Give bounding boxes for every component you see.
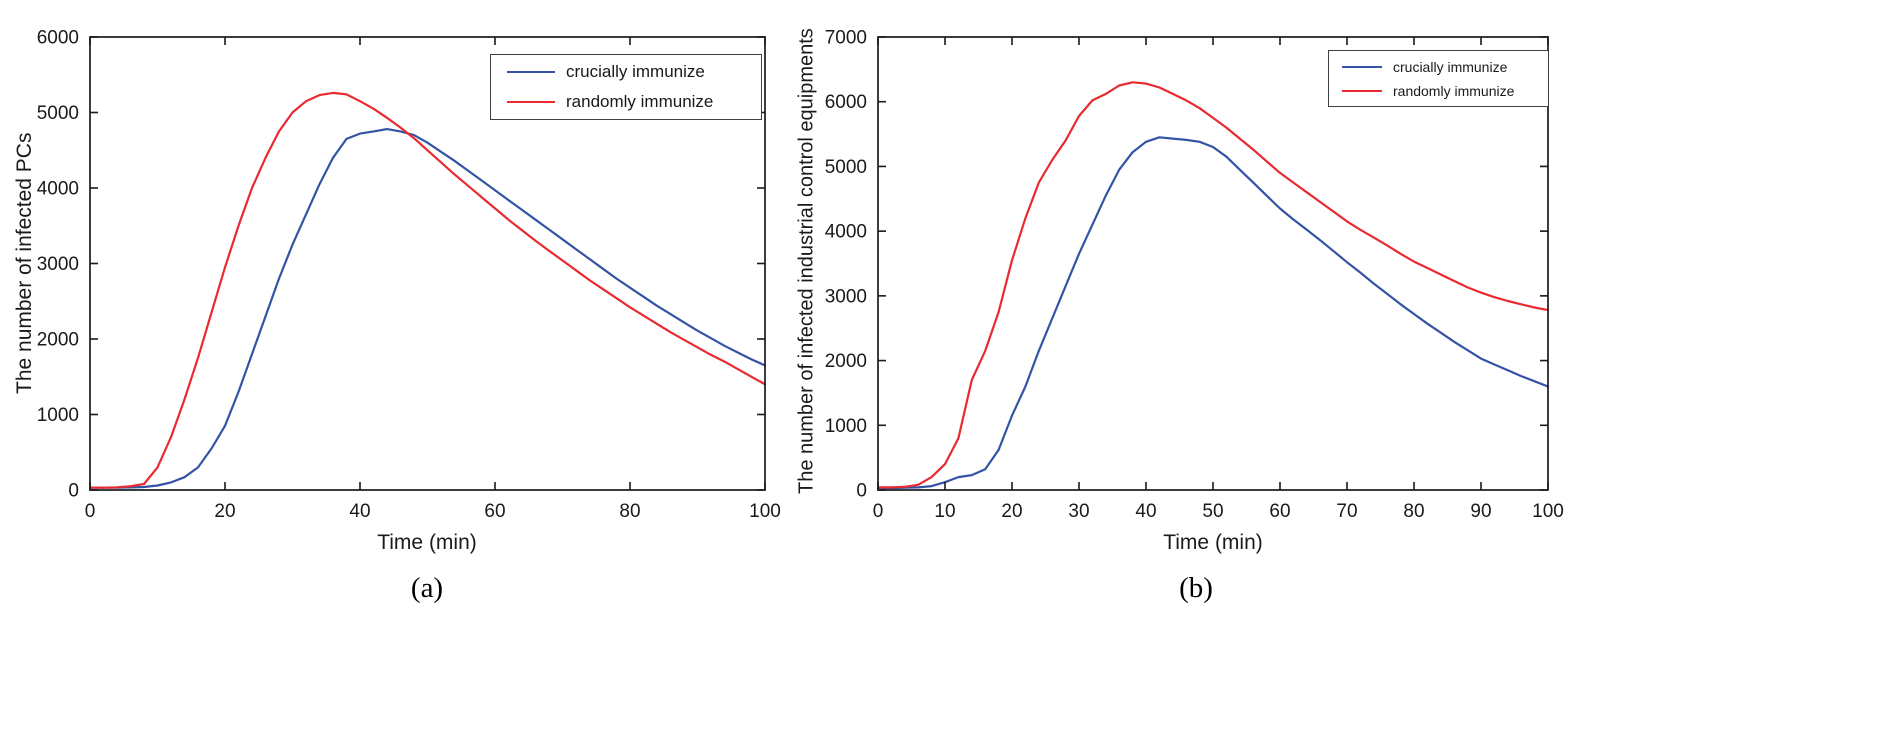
x-tick-label: 20 (1001, 501, 1022, 522)
y-tick-label: 6000 (825, 92, 867, 113)
series-line (88, 127, 767, 489)
x-axis-label-a: Time (min) (377, 531, 477, 554)
legend-a: crucially immunize randomly immunize (490, 54, 762, 120)
legend-line-swatch-red (507, 101, 555, 103)
x-tick-label: 30 (1068, 501, 1089, 522)
legend-label: randomly immunize (1393, 82, 1515, 99)
y-tick-label: 4000 (825, 222, 867, 243)
y-tick-label: 4000 (37, 179, 79, 200)
y-tick-label: 2000 (825, 351, 867, 372)
y-tick-label: 5000 (825, 157, 867, 178)
series-line (876, 81, 1550, 489)
x-tick-label: 20 (214, 501, 235, 522)
x-tick-label: 80 (1403, 501, 1424, 522)
y-tick-label: 1000 (37, 405, 79, 426)
y-tick-label: 3000 (825, 286, 867, 307)
x-tick-label: 0 (873, 501, 884, 522)
legend-line-swatch-blue (507, 71, 555, 73)
x-tick-label: 90 (1470, 501, 1491, 522)
x-tick-label: 60 (484, 501, 505, 522)
legend-label: crucially immunize (566, 62, 705, 81)
x-tick-label: 60 (1269, 501, 1290, 522)
legend-label: crucially immunize (1393, 58, 1508, 75)
caption-a: (a) (410, 572, 444, 604)
x-tick-label: 40 (349, 501, 370, 522)
x-tick-label: 50 (1202, 501, 1223, 522)
x-tick-label: 80 (619, 501, 640, 522)
x-tick-label: 10 (934, 501, 955, 522)
legend-item: crucially immunize (507, 62, 761, 82)
y-tick-label: 3000 (37, 254, 79, 275)
y-tick-label: 6000 (37, 28, 79, 49)
plot-area-b: 0 10 20 30 40 50 60 70 80 90 100010002000300040005… (825, 28, 1564, 523)
x-tick-label: 100 (1532, 501, 1564, 522)
x-axis-label-b: Time (min) (1163, 531, 1263, 554)
y-tick-label: 2000 (37, 330, 79, 351)
series-line (876, 136, 1550, 490)
x-tick-label: 40 (1135, 501, 1156, 522)
legend-b: crucially immunize randomly immunize (1328, 50, 1549, 107)
y-tick-label: 7000 (825, 28, 867, 49)
y-tick-label: 0 (68, 481, 79, 502)
legend-item: randomly immunize (1342, 83, 1548, 99)
legend-line-swatch-red (1342, 89, 1382, 92)
caption-b: (b) (1179, 572, 1213, 604)
legend-label: randomly immunize (566, 92, 714, 111)
x-tick-label: 0 (85, 501, 96, 522)
legend-line-swatch-blue (1342, 65, 1382, 68)
series-line (88, 91, 767, 489)
legend-item: randomly immunize (507, 92, 761, 112)
y-tick-label: 1000 (825, 416, 867, 437)
legend-item: crucially immunize (1342, 59, 1548, 75)
x-tick-label: 100 (749, 501, 781, 522)
x-tick-label: 70 (1336, 501, 1357, 522)
y-tick-label: 5000 (37, 103, 79, 124)
y-tick-label: 0 (856, 481, 867, 502)
